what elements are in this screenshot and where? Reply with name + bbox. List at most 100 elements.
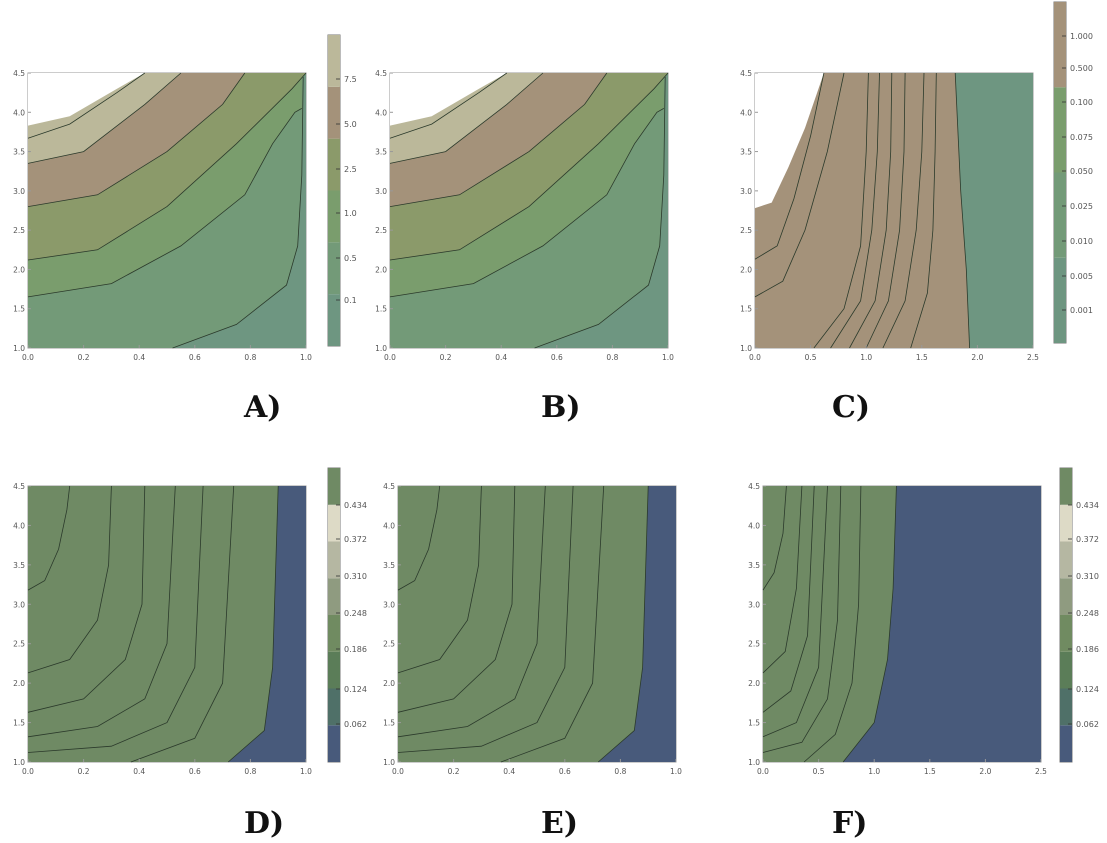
x-tick-label: 0.4	[495, 353, 507, 362]
x-tick-label: 1.5	[916, 353, 928, 362]
contour-line	[849, 72, 893, 349]
colorbar-f: 0.062 0.124 0.186 0.248 0.310 0.372 0.43…	[1059, 467, 1099, 763]
contour-line	[27, 485, 112, 674]
colorbar-tick-label: 0.5	[344, 254, 357, 263]
y-tick-label: 2.5	[13, 640, 25, 649]
x-tick-label: 0.8	[244, 767, 256, 776]
x-tick-label: 0.0	[757, 767, 769, 776]
colorbar-tick-label: 0.124	[344, 685, 367, 694]
y-tick-label: 3.5	[740, 148, 752, 157]
contour-line	[389, 72, 544, 164]
colorbar-tick-label: 0.248	[1076, 609, 1099, 618]
contour-line	[130, 485, 235, 763]
y-tick-label: 1.5	[375, 305, 387, 314]
colorbar-ticks-c: 0.001 0.005 0.010 0.025 0.050 0.075 0.10…	[1070, 32, 1093, 315]
x-tick-label: 0.2	[78, 767, 90, 776]
x-tick-label: 0.0	[749, 353, 761, 362]
colorbar-tick-label: 0.248	[344, 609, 367, 618]
contour-line	[172, 76, 304, 349]
y-ticks-b: 1.0 1.5 2.0 2.5 3.0 3.5 4.0 4.5	[375, 69, 393, 353]
contour-band	[398, 486, 649, 762]
y-tick-label: 2.5	[740, 226, 752, 235]
colorbar-tick-label: 0.010	[1070, 237, 1093, 246]
contour-line	[865, 72, 906, 349]
y-tick-label: 4.0	[383, 521, 395, 530]
x-ticks-d: 0.0 0.2 0.4 0.6 0.8 1.0	[22, 759, 312, 776]
colorbar-tick-label: 0.372	[344, 535, 367, 544]
panel-b: 0.0 0.2 0.4 0.6 0.8 1.0 1.0 1.5 2.0 2.5 3.0 3.5 4.0…	[375, 69, 674, 425]
y-ticks-f: 1.0 1.5 2.0 2.5 3.0 3.5 4.0 4.5	[748, 482, 766, 767]
colorbar-swatch	[328, 725, 340, 762]
colorbar-swatch	[1054, 172, 1066, 258]
contour-line	[389, 108, 664, 298]
y-tick-label: 2.5	[383, 640, 395, 649]
colorbar-swatch	[328, 651, 340, 689]
colorbar-swatch	[328, 504, 340, 542]
contour-line	[803, 485, 862, 763]
colorbar-tick-label: 0.1	[344, 296, 357, 305]
y-tick-label: 4.5	[740, 69, 752, 78]
contour-line	[397, 485, 441, 591]
colorbar-tick-label: 0.310	[344, 572, 367, 581]
panel-label-f: F)	[832, 806, 868, 841]
x-tick-label: 1.0	[300, 767, 312, 776]
contour-line	[842, 485, 897, 763]
y-tick-label: 1.0	[375, 344, 387, 353]
contour-line	[597, 485, 649, 763]
x-tick-label: 2.0	[971, 353, 983, 362]
colorbar-swatch	[328, 688, 340, 726]
panel-c: 0.0 0.5 1.0 1.5 2.0 2.5 1.0 1.5 2.0 2.5 3.0 3.5 4.0…	[740, 1, 1093, 425]
x-tick-label: 0.6	[551, 353, 563, 362]
contour-line	[27, 72, 307, 261]
colorbar-swatch	[1060, 688, 1072, 726]
colorbar-tick-label: 0.310	[1076, 572, 1099, 581]
contour-line	[27, 72, 146, 139]
colorbar-d: 0.062 0.124 0.186 0.248 0.310 0.372 0.43…	[327, 467, 367, 763]
colorbar-ticks-d: 0.062 0.124 0.186 0.248 0.310 0.372 0.43…	[344, 501, 367, 729]
x-tick-label: 2.5	[1027, 353, 1039, 362]
colorbar-tick-label: 0.124	[1076, 685, 1099, 694]
y-tick-label: 4.0	[748, 521, 760, 530]
colorbar-tick-label: 0.062	[1076, 720, 1099, 729]
y-ticks-e: 1.0 1.5 2.0 2.5 3.0 3.5 4.0 4.5	[383, 482, 401, 767]
colorbar-swatch	[1060, 541, 1072, 579]
y-tick-label: 4.5	[13, 482, 25, 491]
y-tick-label: 1.0	[740, 344, 752, 353]
colorbar-swatch	[328, 541, 340, 579]
panel-d: 0.0 0.2 0.4 0.6 0.8 1.0 1.0 1.5 2.0 2.5 3.0 3.5 4.0…	[13, 467, 367, 841]
contour-line	[500, 485, 605, 763]
y-tick-label: 4.5	[13, 69, 25, 78]
contour-line	[27, 485, 146, 713]
y-tick-label: 1.0	[748, 758, 760, 767]
colorbar-tick-label: 0.186	[344, 645, 367, 654]
colorbar-tick-label: 0.372	[1076, 535, 1099, 544]
y-tick-label: 2.0	[13, 265, 25, 274]
y-tick-label: 4.5	[375, 69, 387, 78]
y-tick-label: 2.0	[383, 679, 395, 688]
colorbar-tick-label: 0.001	[1070, 306, 1093, 315]
contour-line	[762, 485, 815, 713]
y-tick-label: 1.5	[13, 719, 25, 728]
contour-line	[762, 485, 803, 674]
y-ticks-a: 1.0 1.5 2.0 2.5 3.0 3.5 4.0 4.5	[13, 69, 31, 353]
colorbar-tick-label: 0.100	[1070, 98, 1093, 107]
blank-region	[755, 73, 824, 209]
colorbar-swatch	[1054, 2, 1066, 88]
x-tick-label: 0.2	[440, 353, 452, 362]
contours-b	[389, 72, 669, 349]
colorbar-swatch	[1054, 257, 1066, 343]
blank-region	[28, 73, 145, 126]
contour-band	[763, 486, 897, 762]
colorbar-tick-label: 2.5	[344, 165, 357, 174]
colorbar-tick-label: 0.186	[1076, 645, 1099, 654]
y-tick-label: 3.0	[383, 600, 395, 609]
colorbar-tick-label: 0.434	[344, 501, 367, 510]
y-tick-label: 2.5	[13, 226, 25, 235]
x-tick-label: 0.8	[606, 353, 618, 362]
colorbar-swatch	[328, 615, 340, 652]
contour-line	[397, 485, 516, 713]
x-tick-label: 0.6	[559, 767, 571, 776]
x-tick-label: 1.0	[860, 353, 872, 362]
colorbar-tick-label: 0.005	[1070, 272, 1093, 281]
